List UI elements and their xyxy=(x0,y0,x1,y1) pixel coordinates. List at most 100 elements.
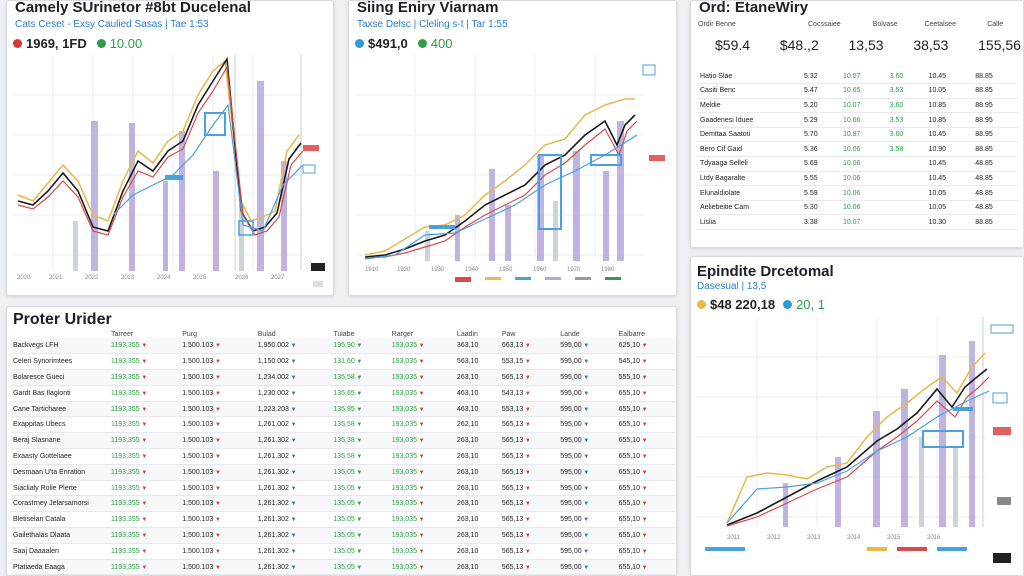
table-row[interactable]: Backvegs LFH 1193,355 ▼ 1.500.103 ▼ 1,950.0… xyxy=(11,338,675,355)
row-cell: 1,261.302 ▼ xyxy=(255,495,332,513)
table-row[interactable]: Exaasty Gotteliaee 1193,355 ▼ 1.500.103 ▼ 1… xyxy=(11,448,675,465)
col-header[interactable]: Purg xyxy=(182,331,197,338)
chart-1-svg: 2020 2021 2022 2023 2024 2025 2026 2027 xyxy=(13,55,325,287)
row-cell: 595,00 ▼ xyxy=(558,464,617,481)
svg-text:2022: 2022 xyxy=(85,275,99,281)
row-cell: 193,035 ▼ xyxy=(389,338,455,355)
status-dot-icon xyxy=(96,39,106,48)
row-cell: 1,261.302 ▼ xyxy=(255,543,332,560)
table-row[interactable]: Corastrney Jelarsamorsi 1193,355 ▼ 1.500.1… xyxy=(11,495,675,513)
col-header[interactable]: Cocssaiee xyxy=(808,21,841,28)
row-name: Corastrney Jelarsamorsi xyxy=(11,495,109,513)
cell-value: 1193,355 xyxy=(111,358,140,366)
cell-value: 1193,355 xyxy=(111,531,140,539)
triangle-down-icon: ▼ xyxy=(417,453,425,460)
row-name: Saaj Daaaalen xyxy=(11,543,109,560)
order-row[interactable]: Demttaa Saatoti 5.70 10.87 3.60 10.45 88.95 xyxy=(697,127,1019,143)
table-row[interactable]: Siaclialy Rolie Plerte 1193,355 ▼ 1.500.10… xyxy=(11,480,675,497)
table-row[interactable]: Ptatiaeda Eaaga 1193,355 ▼ 1.500.103 ▼ 1,26… xyxy=(11,559,675,575)
row-name: Bolaresce Gueci xyxy=(11,369,109,386)
row-cell: 595,00 ▼ xyxy=(558,511,617,529)
cell-value: 1,261.302 xyxy=(257,547,289,555)
row-cell: 463,10 xyxy=(454,401,500,418)
triangle-down-icon: ▼ xyxy=(417,532,425,539)
cell-value: 1193,355 xyxy=(111,547,140,555)
svg-text:2012: 2012 xyxy=(767,535,781,541)
cell-value: 1,223.203 xyxy=(257,405,289,413)
order-row-value: 5.36 xyxy=(801,141,840,158)
cell-value: 1.500.103 xyxy=(182,421,214,429)
order-row-name: Elunaldiolate xyxy=(697,185,801,201)
triangle-down-icon: ▼ xyxy=(139,469,148,476)
triangle-down-icon: ▼ xyxy=(213,343,221,350)
table-row[interactable]: Bolaresce Gueci 1193,355 ▼ 1.500.103 ▼ 1,23… xyxy=(11,369,675,386)
chart-2[interactable]: 1910 1920 1930 1940 1950 1960 1970 1980 xyxy=(355,55,672,291)
table-row[interactable]: Celeri Synorimtees 1193,355 ▼ 1.500.103 ▼ 1… xyxy=(11,353,675,371)
triangle-down-icon: ▼ xyxy=(139,532,148,539)
col-header[interactable]: Tulabe xyxy=(333,331,355,338)
cell-value: 565,13 xyxy=(501,437,524,445)
cell-value: 1,261.302 xyxy=(257,452,289,460)
row-name: Celeri Synorimtees xyxy=(11,353,109,371)
order-row[interactable]: Casiti Benc 5.47 10.65 3.53 10.05 88.85 xyxy=(697,83,1019,99)
row-cell: 563,10 xyxy=(454,353,500,371)
table-row[interactable]: Bletiselan Catala 1193,355 ▼ 1.500.103 ▼ 1,… xyxy=(11,511,675,529)
order-row[interactable]: Ltdy Bagaralte 5.55 10.06 10.45 48.85 xyxy=(697,171,1019,187)
order-row[interactable]: Hatio Slae 5.32 10.07 3.60 10.45 88.85 xyxy=(697,69,1019,85)
triangle-down-icon: ▼ xyxy=(213,485,221,492)
col-header[interactable]: Ealbarre xyxy=(618,331,646,338)
table-row[interactable]: Cane Tarticharee 1193,355 ▼ 1.500.103 ▼ 1,2… xyxy=(11,401,675,418)
row-cell: 1,261.002 ▼ xyxy=(255,416,332,434)
triangle-down-icon: ▼ xyxy=(417,374,425,381)
col-header[interactable]: Bolvase xyxy=(872,21,898,28)
col-header[interactable]: Ordir Benne xyxy=(698,21,736,28)
table-row[interactable]: Saaj Daaaalen 1193,355 ▼ 1.500.103 ▼ 1,261.… xyxy=(11,543,675,560)
col-header[interactable]: Ceetalsee xyxy=(924,21,956,28)
table-row[interactable]: Gailethalas Dlaata 1193,355 ▼ 1.500.103 ▼ 1… xyxy=(11,527,675,544)
cell-value: 193,035 xyxy=(391,563,417,571)
table-row[interactable]: Beraj Slasnane 1193,355 ▼ 1.500.103 ▼ 1,261… xyxy=(11,432,675,450)
col-header[interactable]: Paw xyxy=(501,331,516,338)
table-row[interactable]: Gardt Bas Ilaglonti 1193,355 ▼ 1.500.103 ▼… xyxy=(11,385,675,402)
order-row-value: 5.30 xyxy=(801,200,840,216)
row-cell: 1.500.103 ▼ xyxy=(180,338,256,355)
order-row[interactable]: Tdyaaga Selleli 5.69 10.06 10.45 48.85 xyxy=(697,156,1019,172)
cell-value: 655,10 xyxy=(618,500,640,508)
triangle-down-icon: ▼ xyxy=(139,359,148,366)
order-panel: Ord: EtaneWiry Ordir Benne Cocssaiee Bol… xyxy=(690,0,1024,248)
col-header[interactable]: Calle xyxy=(987,21,1004,28)
table-row[interactable]: Exappitas Ubecs 1193,355 ▼ 1.500.103 ▼ 1,26… xyxy=(11,416,675,434)
order-row-value: 10.05 xyxy=(925,185,973,201)
order-row[interactable]: Elunaldiolate 5.59 10.06 10.05 48.85 xyxy=(697,185,1019,201)
cell-value: 1193,355 xyxy=(111,373,140,381)
row-cell: 655,10 ▼ xyxy=(616,401,675,418)
table-row[interactable]: Desmaan U'ta Enration 1193,355 ▼ 1.500.103… xyxy=(11,464,675,481)
row-cell: 553,13 ▼ xyxy=(499,401,559,418)
row-cell: 1,261.302 ▼ xyxy=(255,448,332,465)
svg-text:1960: 1960 xyxy=(533,267,547,273)
row-cell: 193,035 ▼ xyxy=(389,511,455,529)
col-header[interactable]: Rarger xyxy=(391,331,414,338)
chart-5[interactable]: 2011 2012 2013 2014 2015 2016 xyxy=(697,317,1019,573)
order-row[interactable]: Bero Cif Gaid 5.36 10.06 3.58 10.90 88.85 xyxy=(697,141,1019,158)
order-row[interactable]: Aeliebeitie Cam 5.30 10.06 10.05 48.85 xyxy=(697,200,1019,216)
order-row[interactable]: Lislia 3.38 10.07 10.30 88.85 xyxy=(697,214,1019,231)
col-header[interactable]: Lande xyxy=(560,331,580,338)
order-row-value: 3.38 xyxy=(801,214,840,231)
triangle-down-icon: ▼ xyxy=(288,438,297,445)
cell-value: 263,10 xyxy=(456,437,479,445)
col-header[interactable]: Tarreer xyxy=(111,331,134,338)
cell-value: 263,10 xyxy=(456,373,479,381)
cell-value: 1,261.302 xyxy=(257,563,289,571)
order-row[interactable]: Gaadenesi Iduee 5.29 10.66 3.53 10.85 88.95 xyxy=(697,112,1019,128)
row-cell: 135,05 ▼ xyxy=(331,464,390,481)
order-row-value: 10.65 xyxy=(839,83,887,99)
chart-1[interactable]: 2020 2021 2022 2023 2024 2025 2026 2027 xyxy=(13,55,329,291)
col-header[interactable]: Bulad xyxy=(257,331,276,338)
col-header[interactable]: Laadin xyxy=(456,331,478,338)
order-row[interactable]: Meldie 5.20 10.07 3.60 10.85 88.95 xyxy=(697,98,1019,114)
cell-value: 545,10 xyxy=(618,358,640,366)
order-row-value: 10.06 xyxy=(839,156,887,172)
cell-value: 263,10 xyxy=(456,452,479,460)
cell-value: 565,13 xyxy=(501,516,524,524)
